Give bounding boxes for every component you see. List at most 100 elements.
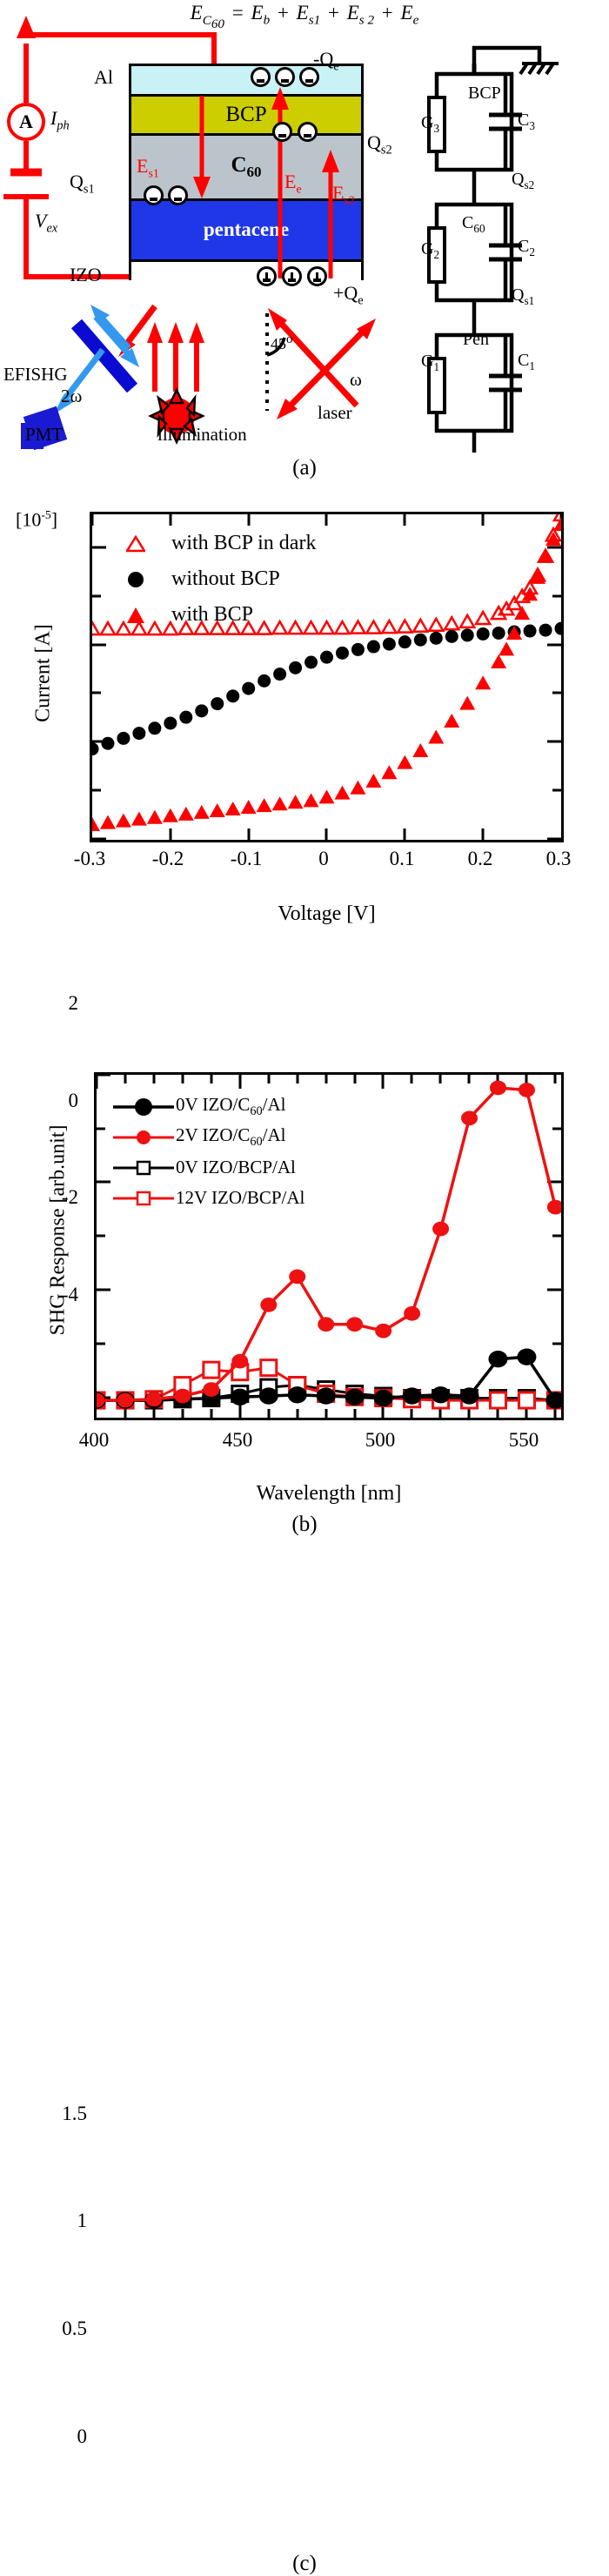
legend-item-with-bcp-in-dark: with BCP in dark [126, 526, 316, 561]
circuit-label-c1: C1 [518, 351, 535, 372]
external-circuit-wiring [3, 16, 217, 279]
legend-item-with-bcp: with BCP [126, 597, 316, 633]
panel-b-legend: with BCP in dark without BCP with BCP [126, 526, 316, 633]
panel-c-y-axis-title: SHG Response [arb.unit] [46, 1124, 70, 1336]
angle-arc [266, 337, 286, 357]
charge-positive [282, 266, 302, 286]
current-direction-arrow [17, 16, 36, 38]
illumination-source-icon [148, 387, 205, 445]
equation-term-ee: Ee [400, 2, 419, 28]
panel-c-legend: 0V IZO/C60/Al 2V IZO/C60/Al 0V IZO/BCP/A… [111, 1091, 304, 1213]
panel-b-plot-area [90, 512, 564, 842]
label-external-voltage: Vex [35, 210, 58, 236]
layer-pentacene-label: pentacene [203, 218, 290, 240]
label-positive-qe: +Qe [333, 282, 364, 308]
beam-splitter-icon [70, 319, 138, 393]
es2-arrow [322, 150, 339, 172]
label-illumination: illumination [157, 424, 247, 445]
panel-c-xtick-400: 400 [78, 1429, 110, 1451]
charge-negative [272, 122, 292, 142]
label-omega: ω [350, 369, 362, 390]
label-ee: Ee [284, 171, 302, 196]
blue-beam-arrow-down [120, 348, 139, 367]
panel-b-data-canvas [92, 514, 561, 840]
panel-b-ytick-0: 0 [68, 1090, 79, 1111]
series-1 [97, 1080, 561, 1408]
label-es1: Es1 [137, 155, 159, 180]
panel-a-caption: (a) [292, 456, 317, 480]
circuit-label-g3: G3 [421, 113, 440, 135]
equation-term-es1: Es1 [296, 2, 321, 28]
legend-label: 0V IZO/C60/Al [176, 1093, 286, 1119]
charge-negative [251, 67, 271, 87]
layer-al [131, 66, 361, 97]
panel-b-ticks [92, 514, 561, 840]
equation-equals: = [231, 2, 244, 23]
charge-positive [307, 266, 327, 286]
legend-item-2v-izo-c60-al: 2V IZO/C60/Al [111, 1122, 304, 1152]
conductance-g3-symbol [427, 96, 446, 153]
panel-b-x-axis-title: Voltage [V] [278, 902, 376, 925]
layer-bcp: BCP [131, 97, 361, 136]
legend-item-0v-izo-bcp-al: 0V IZO/BCP/Al [111, 1152, 304, 1183]
layer-izo [131, 262, 361, 280]
equation-plus-3: + [381, 2, 393, 23]
es1-arrow [193, 177, 211, 198]
panel-c-plot-area [94, 1072, 564, 1420]
series-2 [92, 517, 561, 831]
panel-c-ytick-15: 1.5 [62, 2103, 87, 2124]
label-laser: laser [318, 402, 352, 423]
legend-label: 12V IZO/BCP/Al [176, 1187, 305, 1208]
panel-c-shg-chart: SHG Response [arb.unit] Wavelength [nm] [0, 1027, 609, 2575]
ground-symbol-icon [519, 62, 559, 76]
panel-b-caption: (b) [291, 1513, 318, 1536]
equation-lhs: EC60 [190, 2, 225, 31]
equation-plus-2: + [327, 2, 339, 23]
panel-b-ytick-m4: -4 [61, 1284, 78, 1305]
illumination-arrows [147, 322, 204, 392]
ammeter-symbol: A [7, 103, 45, 141]
conductance-g1-symbol [427, 357, 446, 414]
circuit-label-g2: G2 [421, 239, 440, 261]
panel-c-caption: (c) [292, 2552, 317, 2575]
panel-b-ytick-2: 2 [68, 992, 79, 1014]
panel-c-ytick-05: 0.5 [62, 2318, 87, 2339]
blue-beam-arrow-up [90, 305, 110, 324]
label-al: Al [94, 66, 113, 88]
circuit-node-qs2: Qs2 [512, 170, 535, 191]
legend-line-open-square-black-icon [113, 1160, 174, 1175]
legend-line-filled-circle-black-icon [113, 1097, 174, 1116]
panel-c-xtick-500: 500 [365, 1429, 396, 1451]
omega-arrow-down [277, 399, 298, 419]
circuit-block-pen-label: Pen [463, 330, 489, 349]
panel-b-iv-chart: [10-5] Current [A] Voltage [V] [0, 487, 609, 1536]
charge-positive [257, 266, 277, 286]
equation-plus-1: + [277, 2, 289, 23]
pmt-detector-icon [21, 406, 68, 451]
charge-negative [144, 185, 164, 205]
circuit-label-g1: G1 [421, 352, 440, 373]
legend-line-filled-circle-red-icon [113, 1130, 174, 1144]
panel-b-series-group [92, 514, 561, 831]
two-omega-arrow [54, 393, 73, 414]
circuit-label-c2: C2 [518, 237, 535, 258]
panel-b-xtick-6: 0.3 [545, 848, 572, 869]
circuit-block-c60-label: C60 [462, 213, 485, 235]
equation-term-es2: Es 2 [346, 2, 375, 28]
panel-a-device-schematic: EC60 = Eb + Es1 + Es 2 + Ee BCP C60 pent [0, 0, 609, 487]
legend-label: with BCP [171, 603, 254, 626]
laser-arrow-in [268, 308, 287, 331]
panel-c-x-axis-title: Wavelength [nm] [256, 1482, 402, 1505]
legend-line-open-square-red-icon [113, 1191, 174, 1205]
charge-negative [298, 122, 318, 142]
panel-b-xtick-3: 0 [318, 848, 329, 869]
legend-item-12v-izo-bcp-al: 12V IZO/BCP/Al [111, 1183, 304, 1213]
legend-item-0v-izo-c60-al: 0V IZO/C60/Al [111, 1091, 304, 1122]
circuit-block-bcp-label: BCP [468, 84, 501, 103]
equivalent-circuit-diagram [427, 45, 559, 453]
legend-label: without BCP [171, 567, 280, 590]
label-pmt: PMT [25, 424, 64, 445]
panel-c-data-canvas [97, 1075, 561, 1418]
layer-bcp-label: BCP [225, 103, 267, 126]
layer-c60-label: C60 [231, 153, 262, 180]
